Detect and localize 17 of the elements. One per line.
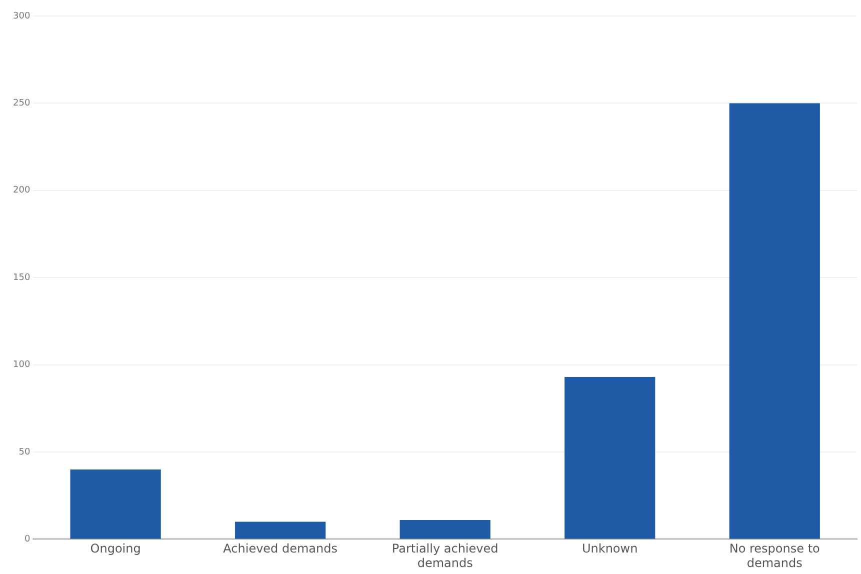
bar (729, 103, 820, 539)
y-tick-label: 50 (18, 447, 30, 458)
y-tick-label: 150 (12, 272, 30, 283)
y-tick-label: 200 (12, 186, 30, 196)
x-tick-label: Ongoing (90, 542, 141, 556)
y-tick-label: 100 (12, 360, 30, 370)
bar (70, 469, 161, 539)
x-tick-label: Unknown (582, 542, 638, 556)
x-tick-label: Partially achieved demands (392, 542, 498, 570)
y-tick-label: 0 (24, 534, 30, 545)
bar (235, 522, 326, 539)
x-tick-label: Achieved demands (223, 542, 338, 556)
bar (400, 520, 490, 539)
bar (564, 377, 656, 539)
x-tick-label: No response to demands (729, 542, 820, 570)
y-tick-label: 300 (12, 11, 30, 22)
y-tick-label: 250 (12, 98, 30, 109)
